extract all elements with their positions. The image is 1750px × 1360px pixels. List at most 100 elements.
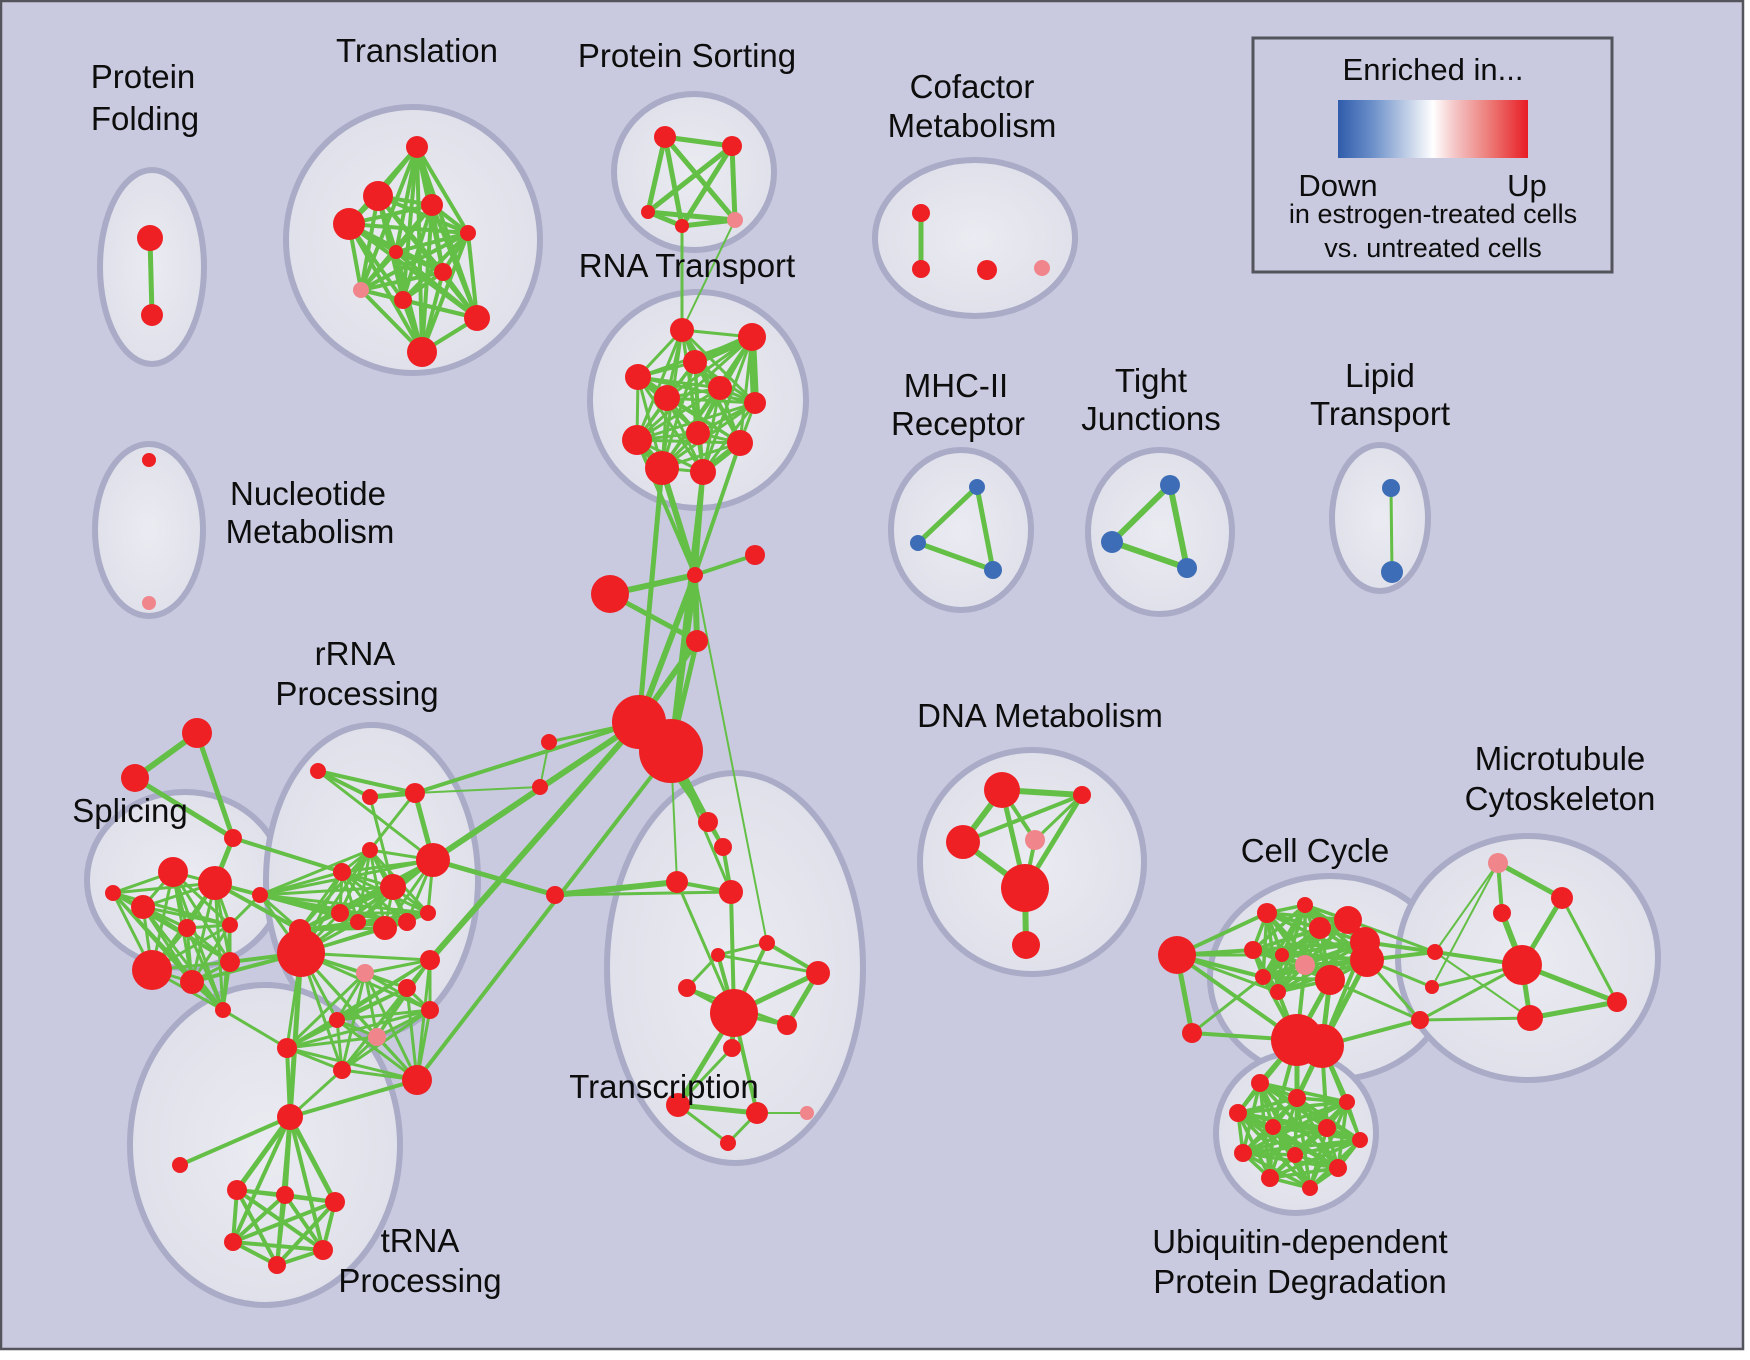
node-tp0[interactable] [277, 1104, 303, 1130]
node-tp1[interactable] [227, 1180, 247, 1200]
node-cn8[interactable] [532, 779, 548, 795]
node-cc9[interactable] [1255, 969, 1271, 985]
node-cc6[interactable] [1244, 941, 1262, 959]
node-rt8[interactable] [686, 421, 710, 445]
node-sp7[interactable] [180, 970, 204, 994]
node-mcn3[interactable] [1411, 1011, 1429, 1029]
node-rt6[interactable] [708, 376, 732, 400]
node-dm5[interactable] [1001, 864, 1049, 912]
node-mc2[interactable] [1551, 887, 1573, 909]
node-sp10[interactable] [215, 1002, 231, 1018]
node-tx2[interactable] [714, 838, 732, 856]
node-sp8[interactable] [220, 952, 240, 972]
node-rr17[interactable] [368, 1028, 386, 1046]
node-tp4[interactable] [224, 1233, 242, 1251]
node-ub4[interactable] [1229, 1104, 1247, 1122]
node-cm3[interactable] [977, 260, 997, 280]
node-cc11[interactable] [1350, 943, 1384, 977]
node-cc4[interactable] [1309, 917, 1331, 939]
node-dm4[interactable] [1025, 830, 1045, 850]
node-cn2[interactable] [745, 545, 765, 565]
node-cc3[interactable] [1334, 906, 1362, 934]
node-cc10[interactable] [1315, 965, 1345, 995]
node-cn5[interactable] [541, 734, 557, 750]
node-t3[interactable] [421, 194, 443, 216]
node-ub12[interactable] [1302, 1180, 1318, 1196]
node-tx10[interactable] [777, 1015, 797, 1035]
node-rt3[interactable] [683, 350, 707, 374]
node-cc12[interactable] [1270, 984, 1286, 1000]
node-tx6[interactable] [759, 935, 775, 951]
node-tx13[interactable] [746, 1102, 768, 1124]
node-rr15[interactable] [277, 929, 325, 977]
node-dm2[interactable] [1073, 786, 1091, 804]
node-rt11[interactable] [645, 451, 679, 485]
node-rr23[interactable] [402, 1065, 432, 1095]
node-rr4[interactable] [350, 914, 366, 930]
node-hub2[interactable] [639, 719, 703, 783]
node-rr8[interactable] [416, 843, 450, 877]
node-mc3[interactable] [1493, 904, 1511, 922]
node-t2[interactable] [363, 181, 393, 211]
node-mc1[interactable] [1488, 853, 1508, 873]
node-ccx[interactable] [1158, 936, 1196, 974]
node-ub8[interactable] [1234, 1144, 1252, 1162]
node-tx1[interactable] [698, 812, 718, 832]
node-sp6[interactable] [132, 950, 172, 990]
node-sp5[interactable] [222, 917, 238, 933]
node-pf1[interactable] [137, 225, 163, 251]
node-mh2[interactable] [910, 535, 926, 551]
node-tx12[interactable] [666, 1093, 690, 1117]
node-rt5[interactable] [654, 385, 680, 411]
node-ub3[interactable] [1339, 1094, 1355, 1110]
node-sp9[interactable] [105, 885, 121, 901]
node-s3[interactable] [641, 205, 655, 219]
node-rt10[interactable] [727, 430, 753, 456]
node-s5[interactable] [727, 212, 743, 228]
node-g2[interactable] [121, 764, 149, 792]
node-tx3[interactable] [666, 871, 688, 893]
node-g1[interactable] [182, 718, 212, 748]
node-s4[interactable] [675, 219, 689, 233]
node-t1[interactable] [406, 136, 428, 158]
node-rr19[interactable] [398, 979, 416, 997]
node-tj3[interactable] [1177, 558, 1197, 578]
node-cc8[interactable] [1295, 955, 1315, 975]
node-tj2[interactable] [1101, 531, 1123, 553]
node-rr3[interactable] [331, 904, 349, 922]
node-dm3[interactable] [946, 825, 980, 859]
node-lt2[interactable] [1381, 561, 1403, 583]
node-tx8[interactable] [678, 979, 696, 997]
node-tp6[interactable] [268, 1256, 286, 1274]
node-lt1[interactable] [1382, 479, 1400, 497]
node-tx14[interactable] [800, 1106, 814, 1120]
node-ub6[interactable] [1318, 1119, 1336, 1137]
node-t10[interactable] [464, 305, 490, 331]
node-rt7[interactable] [744, 392, 766, 414]
node-ub7[interactable] [1352, 1132, 1368, 1148]
node-ub5[interactable] [1265, 1119, 1281, 1135]
node-rt12[interactable] [690, 459, 716, 485]
node-tx7[interactable] [806, 961, 830, 985]
node-mh3[interactable] [984, 561, 1002, 579]
node-rr21[interactable] [421, 1001, 439, 1019]
node-rt1[interactable] [670, 318, 694, 342]
node-dm1[interactable] [984, 772, 1020, 808]
node-rt2[interactable] [738, 323, 766, 351]
node-cn4[interactable] [686, 630, 708, 652]
node-rr14[interactable] [405, 783, 425, 803]
node-mcn1[interactable] [1427, 944, 1443, 960]
node-t4[interactable] [333, 208, 365, 240]
node-tx11[interactable] [723, 1039, 741, 1057]
node-rr20[interactable] [420, 950, 440, 970]
node-tx4[interactable] [719, 880, 743, 904]
node-dm6[interactable] [1012, 931, 1040, 959]
node-cc14[interactable] [1300, 1024, 1344, 1068]
node-tx15[interactable] [720, 1135, 736, 1151]
node-mc4[interactable] [1502, 945, 1542, 985]
node-s2[interactable] [722, 136, 742, 156]
node-tp2[interactable] [276, 1186, 294, 1204]
node-rr13[interactable] [362, 789, 378, 805]
node-cm4[interactable] [1034, 260, 1050, 276]
node-cn3[interactable] [591, 575, 629, 613]
